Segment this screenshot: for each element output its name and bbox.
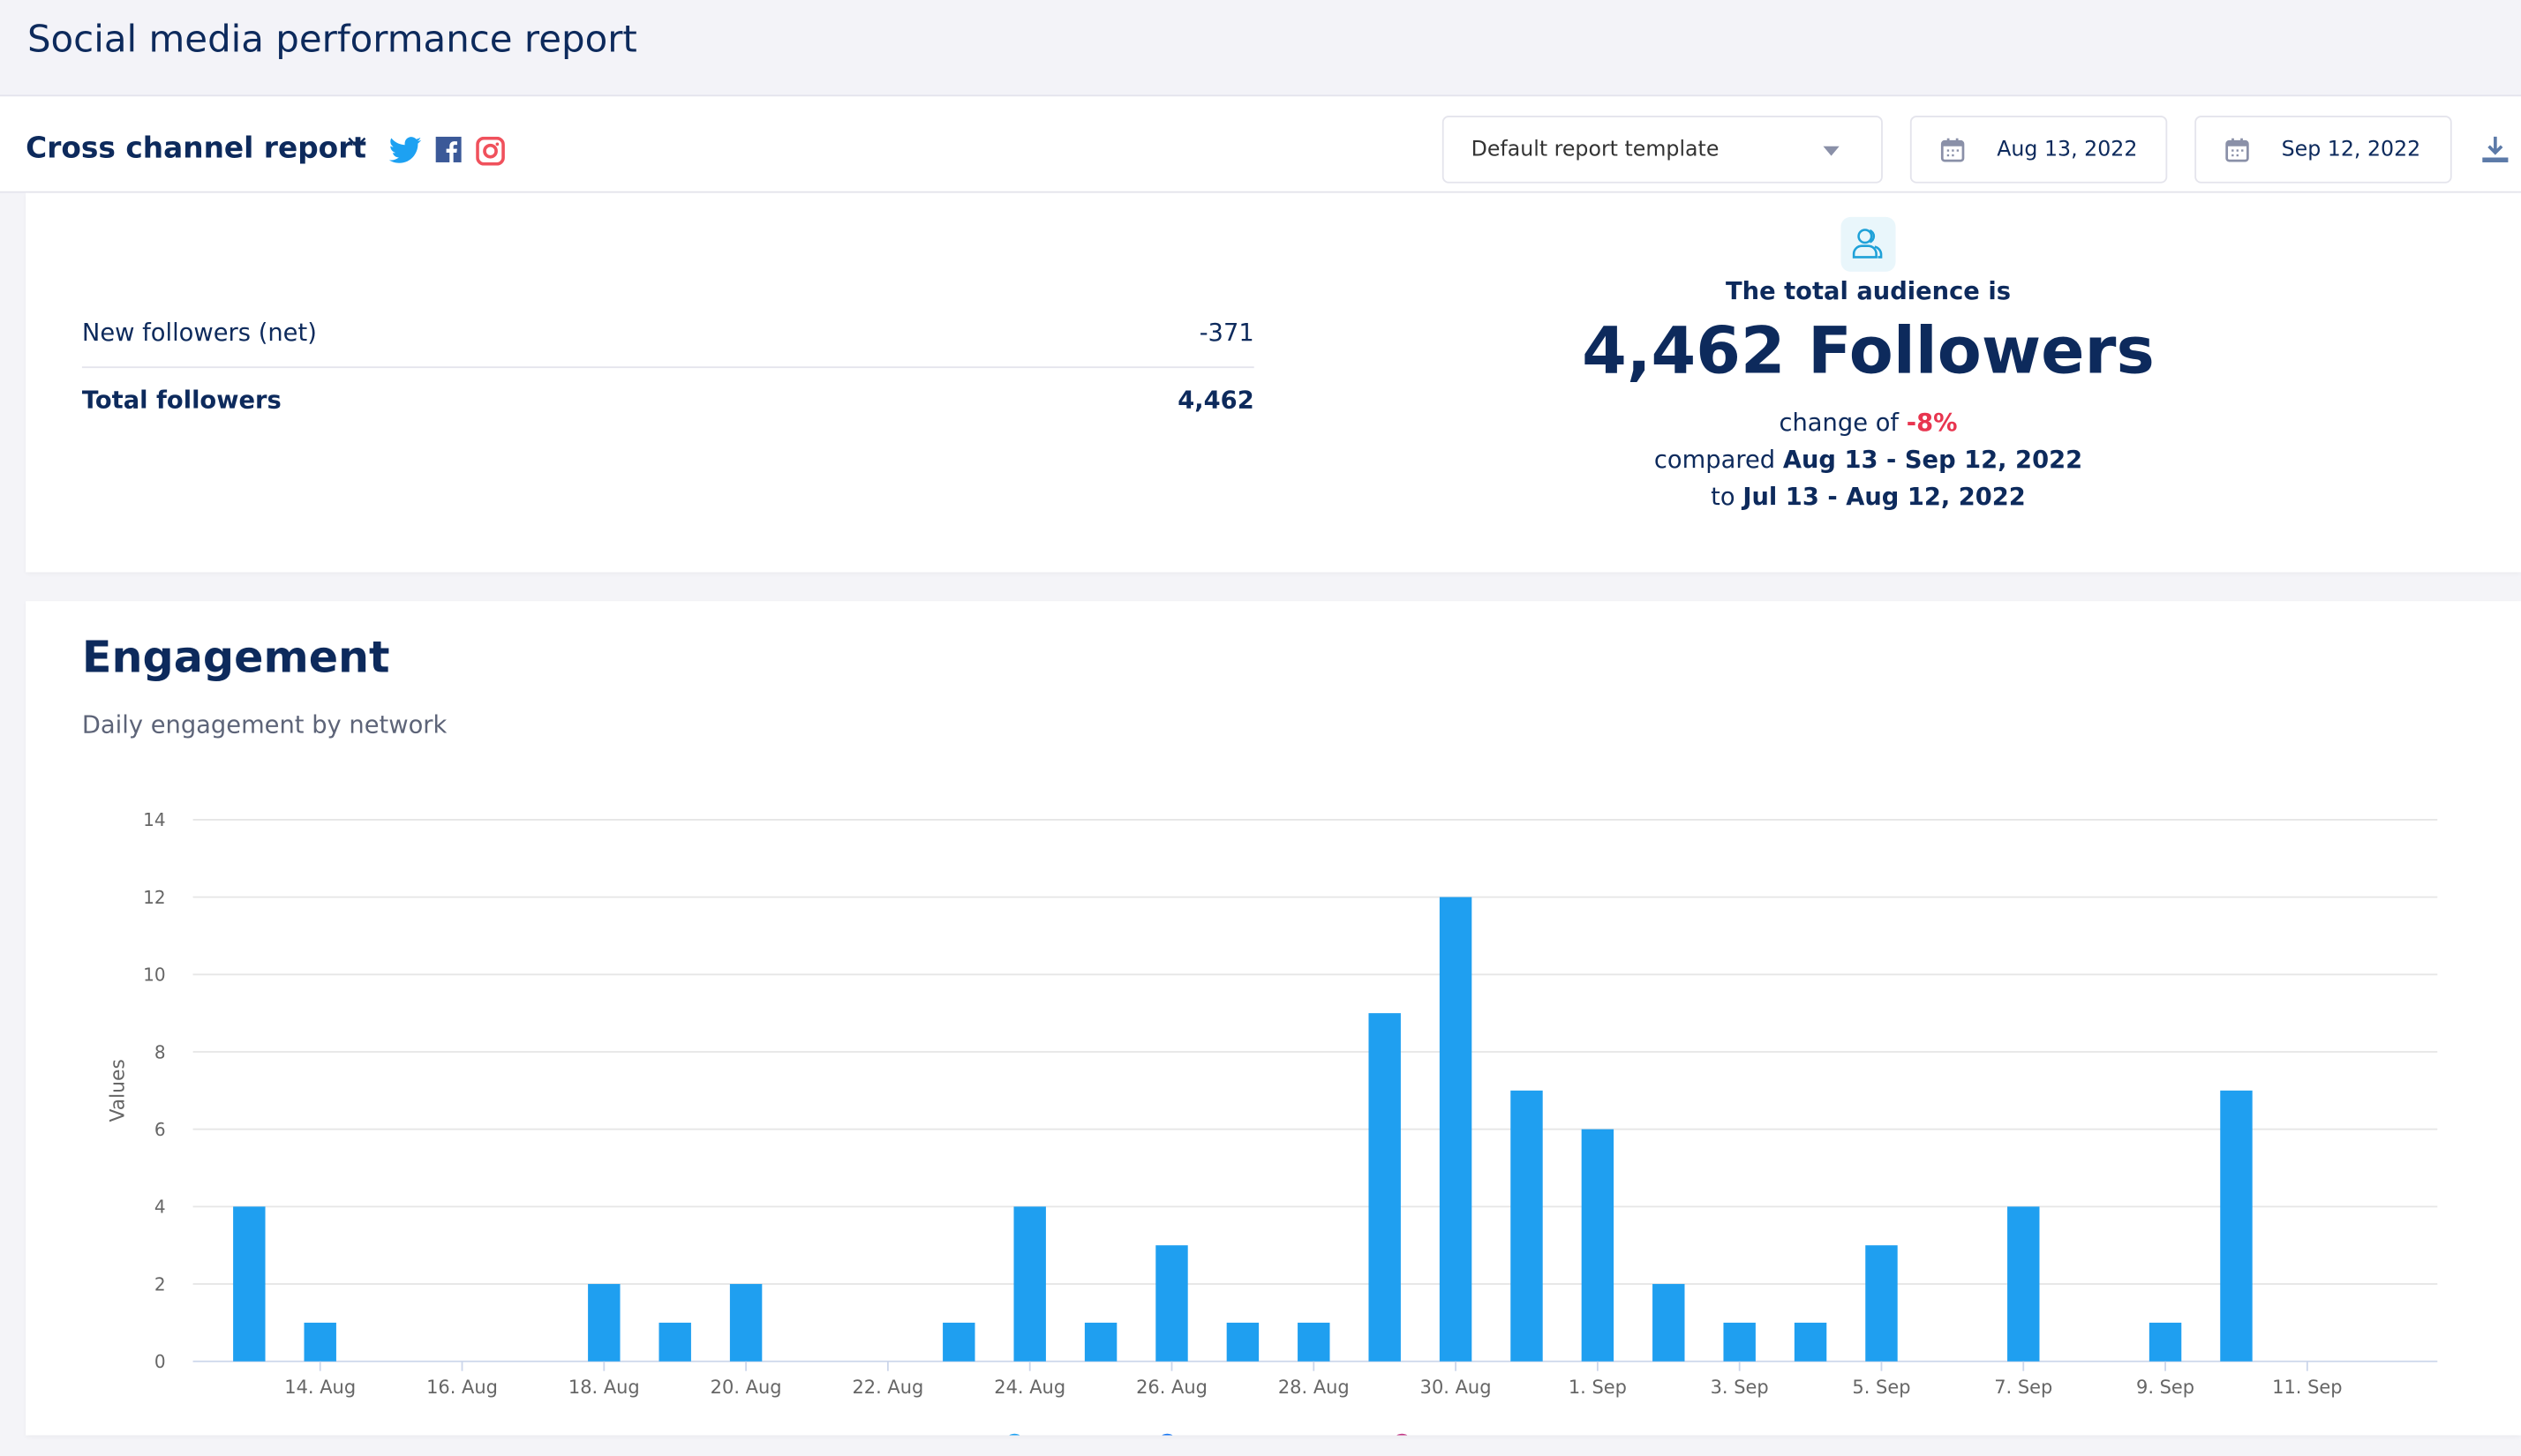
report-toolbar: Cross channel report Default report temp…: [0, 96, 2521, 193]
x-tick-label: 11. Sep: [2272, 1377, 2342, 1398]
row-value: -371: [1199, 318, 1254, 348]
x-tick-label: 16. Aug: [426, 1377, 498, 1398]
followers-row-new: New followers (net) -371: [81, 318, 1254, 369]
calendar-icon: [2225, 138, 2249, 162]
x-tick-label: 22. Aug: [852, 1377, 923, 1398]
engagement-chart: 0 2 4 6 8 10 12 14 Values 14. Aug 16. Aug 18. Aug 20…: [107, 809, 2438, 1436]
y-tick-label: 14: [143, 809, 165, 830]
change-prefix: change of: [1779, 408, 1900, 438]
x-tick-label: 9. Sep: [2136, 1377, 2194, 1398]
bar-10-sep: [2220, 1090, 2253, 1362]
bar-9-sep: [2148, 1322, 2182, 1362]
x-tick-label: 7. Sep: [1994, 1377, 2052, 1398]
audience-heading: The total audience is: [1725, 276, 2011, 306]
bar-31-aug: [1510, 1090, 1543, 1362]
y-tick-label: 0: [154, 1351, 166, 1372]
legend-instagram-marker: [1396, 1433, 1408, 1436]
row-label: Total followers: [81, 386, 282, 415]
template-select-value: Default report template: [1471, 138, 1720, 162]
start-date: Aug 13, 2022: [1997, 138, 2138, 162]
calendar-icon: [1940, 138, 1965, 162]
twitter-icon[interactable]: [388, 137, 422, 164]
bar-20-aug: [729, 1284, 763, 1362]
x-tick-label: 3. Sep: [1711, 1377, 1769, 1398]
engagement-title: Engagement: [81, 633, 390, 684]
bar-18-aug: [588, 1284, 621, 1362]
to-prefix: to: [1711, 482, 1735, 512]
audience-icon: [1840, 216, 1896, 272]
audience-total: 4,462 Followers: [1582, 315, 2155, 389]
to-range: Jul 13 - Aug 12, 2022: [1742, 482, 2026, 512]
x-tick-label: 30. Aug: [1420, 1377, 1492, 1398]
y-tick-label: 4: [154, 1197, 166, 1218]
bar-1-sep: [1581, 1129, 1614, 1362]
audience-change: change of -8%: [1546, 409, 2190, 438]
bar-13-aug: [233, 1206, 266, 1362]
bar-24-aug: [1013, 1206, 1046, 1362]
bar-7-sep: [2007, 1206, 2040, 1362]
bar-30-aug: [1439, 897, 1472, 1362]
bar-25-aug: [1084, 1322, 1118, 1362]
y-tick-label: 6: [154, 1119, 166, 1140]
bar-19-aug: [658, 1322, 691, 1362]
top-bar: Social media performance report: [0, 0, 2521, 97]
followers-row-total: Total followers 4,462: [82, 386, 1254, 415]
engagement-card: Engagement Daily engagement by network 0…: [26, 601, 2521, 1436]
x-tick-label: 18. Aug: [568, 1377, 640, 1398]
x-tick-label: 28. Aug: [1278, 1377, 1350, 1398]
y-tick-label: 2: [154, 1273, 166, 1295]
instagram-icon[interactable]: [476, 136, 505, 166]
compared-prefix: compared: [1653, 445, 1776, 475]
x-tick-label: 5. Sep: [1852, 1377, 1910, 1398]
x-tick-label: 20. Aug: [711, 1377, 782, 1398]
dropdown-arrow-icon: [1823, 146, 1840, 156]
chevron-down-icon[interactable]: [346, 135, 369, 151]
bar-29-aug: [1368, 1013, 1401, 1362]
audience-compared: compared Aug 13 - Sep 12, 2022: [1546, 446, 2190, 475]
bar-2-sep: [1652, 1284, 1685, 1362]
x-tick-label: 24. Aug: [994, 1377, 1065, 1398]
bar-27-aug: [1226, 1322, 1260, 1362]
facebook-icon[interactable]: [435, 136, 462, 162]
legend-twitter-marker: [1009, 1433, 1020, 1436]
bar-14-aug: [304, 1322, 336, 1362]
row-value: 4,462: [1178, 386, 1254, 415]
followers-card: New followers (net) -371 Total followers…: [26, 192, 2521, 573]
report-template-select[interactable]: Default report template: [1441, 116, 1883, 184]
bar-23-aug: [943, 1322, 975, 1362]
engagement-subtitle: Daily engagement by network: [81, 710, 448, 739]
x-tick-label: 26. Aug: [1136, 1377, 1208, 1398]
y-axis-label: Values: [107, 1059, 129, 1122]
bar-26-aug: [1155, 1245, 1188, 1362]
bar-5-sep: [1865, 1245, 1898, 1362]
bar-3-sep: [1723, 1322, 1756, 1362]
x-tick-label: 1. Sep: [1569, 1377, 1627, 1398]
row-label: New followers (net): [81, 318, 317, 348]
report-name: Cross channel report: [26, 131, 367, 166]
end-date: Sep 12, 2022: [2281, 138, 2421, 162]
end-date-picker[interactable]: Sep 12, 2022: [2194, 116, 2452, 184]
legend-facebook-marker: [1162, 1433, 1173, 1436]
change-value: -8%: [1906, 408, 1958, 438]
bar-28-aug: [1298, 1322, 1330, 1362]
y-tick-label: 8: [154, 1041, 166, 1062]
start-date-picker[interactable]: Aug 13, 2022: [1909, 116, 2168, 184]
page-title: Social media performance report: [26, 19, 637, 62]
y-tick-label: 12: [143, 887, 165, 908]
audience-to: to Jul 13 - Aug 12, 2022: [1546, 482, 2190, 511]
x-tick-label: 14. Aug: [284, 1377, 356, 1398]
y-tick-label: 10: [143, 964, 165, 986]
bar-4-sep: [1794, 1322, 1827, 1362]
download-icon[interactable]: [2480, 135, 2510, 164]
compared-range: Aug 13 - Sep 12, 2022: [1782, 445, 2083, 475]
